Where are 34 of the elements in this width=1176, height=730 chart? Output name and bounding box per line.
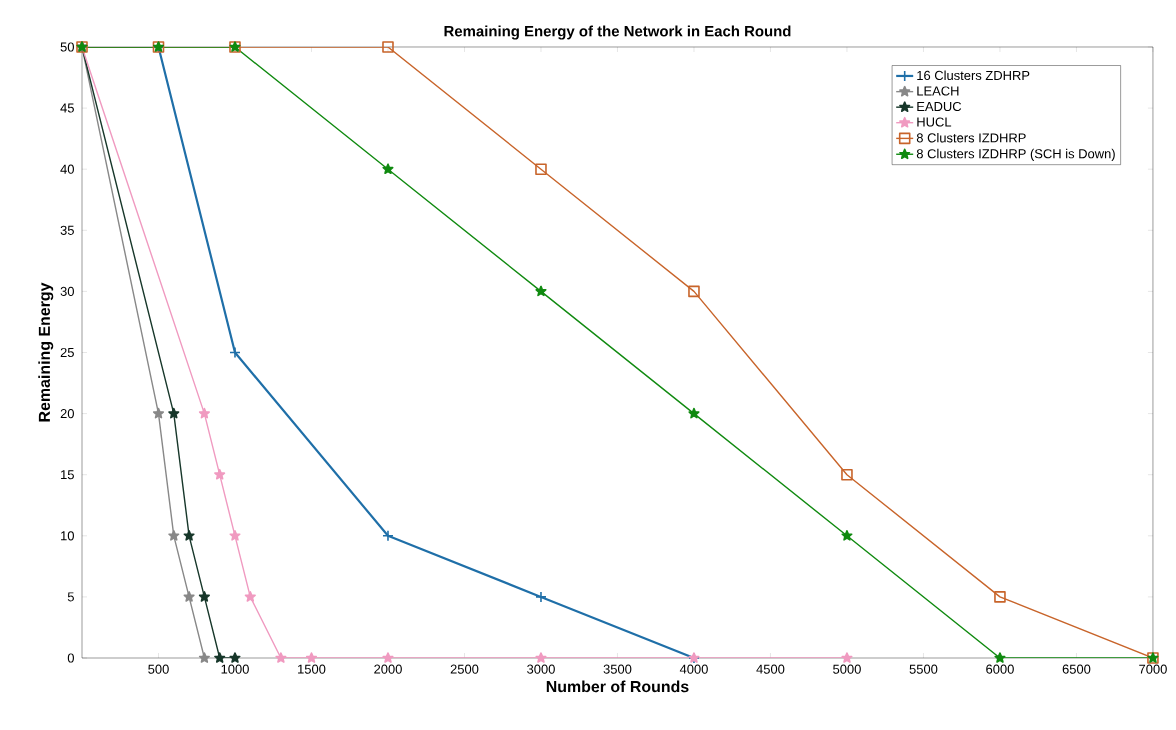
x-tick-label: 7000	[1139, 664, 1167, 674]
x-tick-label: 1000	[221, 664, 249, 674]
y-tick-label: 50	[60, 42, 74, 52]
x-tick-label: 5500	[909, 664, 938, 674]
y-tick-label: 10	[61, 531, 74, 541]
legend-label: 8 Clusters IZDHRP	[916, 132, 1026, 143]
x-tick-label: 500	[148, 664, 169, 674]
x-tick-label: 3000	[527, 664, 555, 674]
y-tick-label: 25	[60, 347, 74, 358]
chart-title: Remaining Energy of the Network in Each Round	[444, 25, 791, 40]
y-tick-label: 45	[60, 103, 74, 113]
x-tick-label: 2500	[450, 664, 479, 674]
y-axis-title: Remaining Energy	[38, 282, 54, 422]
legend-label: 16 Clusters ZDHRP	[917, 70, 1030, 81]
y-tick-label: 5	[67, 592, 74, 602]
x-tick-label: 6500	[1062, 664, 1091, 674]
x-tick-label: 1500	[298, 664, 326, 674]
x-tick-label: 5000	[833, 664, 861, 674]
legend-label: EADUC	[917, 101, 962, 112]
x-tick-label: 2000	[374, 664, 402, 674]
x-tick-label: 4000	[679, 664, 708, 674]
y-tick-label: 15	[61, 470, 74, 480]
y-tick-label: 30	[60, 286, 74, 296]
x-tick-label: 4500	[756, 664, 785, 674]
x-tick-label: 3500	[603, 664, 632, 674]
legend-label: 8 Clusters IZDHRP (SCH is Down)	[916, 148, 1115, 161]
legend-label: LEACH	[917, 86, 959, 96]
y-tick-label: 20	[60, 409, 74, 419]
y-tick-label: 40	[60, 164, 74, 174]
legend-label: HUCL	[917, 117, 952, 127]
x-tick-label: 6000	[986, 664, 1014, 674]
y-tick-label: 0	[67, 653, 74, 663]
x-axis-title: Number of Rounds	[546, 680, 689, 693]
y-tick-label: 35	[60, 225, 74, 235]
